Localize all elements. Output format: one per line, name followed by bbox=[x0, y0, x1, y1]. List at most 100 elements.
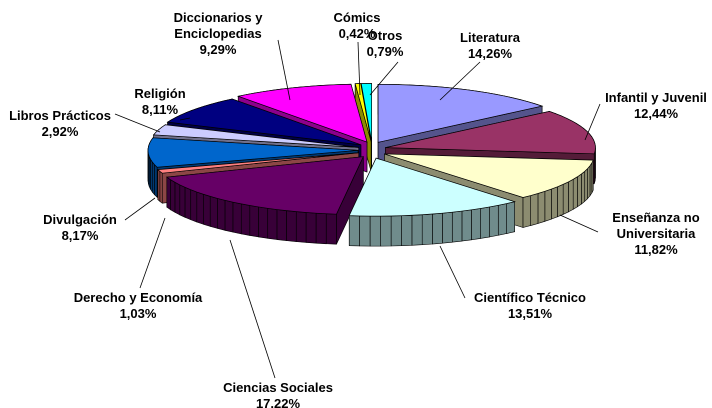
slice-label: Otros 0,79% bbox=[355, 28, 415, 60]
leader-line bbox=[559, 214, 599, 233]
value-label: 1,03% bbox=[119, 306, 157, 321]
leader-line bbox=[179, 117, 191, 121]
value-label: 8,11% bbox=[141, 102, 179, 117]
slice bbox=[348, 157, 517, 217]
slice-side bbox=[209, 195, 218, 229]
slice-side bbox=[305, 212, 317, 244]
slice-label: Diccionarios y Enciclopedias 9,29% bbox=[153, 10, 283, 58]
slice-side bbox=[461, 209, 472, 242]
slice bbox=[377, 83, 544, 143]
slice-label: Cómics 0,42% bbox=[327, 10, 387, 42]
value-label: 2,92% bbox=[41, 124, 79, 139]
category-label: Literatura bbox=[460, 30, 520, 45]
leader-line bbox=[439, 61, 481, 101]
leader-line bbox=[139, 217, 166, 289]
slice-side bbox=[587, 164, 591, 200]
value-label: 14,26% bbox=[467, 46, 513, 61]
slice-side bbox=[401, 214, 413, 247]
leader-line bbox=[369, 61, 399, 96]
slice-side bbox=[348, 215, 360, 247]
slice bbox=[354, 83, 372, 142]
category-label: Derecho y Economía bbox=[73, 290, 203, 305]
slice-side bbox=[551, 186, 558, 220]
slice-side bbox=[203, 193, 211, 227]
slice-side bbox=[522, 195, 531, 228]
slice-side bbox=[184, 186, 192, 221]
slice-side bbox=[480, 206, 490, 239]
slice-side bbox=[240, 203, 251, 236]
leader-line bbox=[114, 113, 161, 133]
slice-label: Derecho y Economía 1,03% bbox=[63, 290, 213, 322]
slice-side bbox=[568, 178, 574, 213]
slice-side bbox=[190, 189, 198, 223]
slice-side bbox=[584, 167, 588, 203]
slice-label: Ciencias Sociales 17,22% bbox=[208, 380, 348, 408]
slice-side bbox=[258, 206, 269, 239]
slice-side bbox=[325, 213, 337, 245]
slice-side bbox=[295, 211, 307, 243]
slice-label: Infantil y Juvenil 12,44% bbox=[591, 90, 712, 122]
category-label: Cómics bbox=[333, 10, 381, 25]
slice-group bbox=[348, 157, 517, 247]
slice bbox=[360, 83, 373, 142]
slice-side bbox=[593, 150, 596, 184]
value-label: 17,22% bbox=[255, 396, 301, 408]
slice-side bbox=[157, 168, 161, 203]
slice-side bbox=[196, 191, 204, 225]
value-label: 8,17% bbox=[61, 228, 99, 243]
slice-side bbox=[572, 176, 578, 210]
value-label: 13,51% bbox=[507, 306, 553, 321]
value-label: 9,29% bbox=[199, 42, 237, 57]
category-label: Diccionarios y Enciclopedias bbox=[173, 10, 263, 41]
category-label: Divulgación bbox=[43, 212, 117, 227]
slice bbox=[156, 152, 359, 174]
slice-side bbox=[232, 201, 242, 235]
slice-side bbox=[151, 161, 155, 196]
category-label: Científico Técnico bbox=[474, 290, 586, 305]
slice-side bbox=[497, 203, 507, 236]
slice bbox=[385, 111, 596, 155]
leader-line bbox=[357, 41, 361, 96]
slice-side bbox=[471, 208, 481, 241]
slice-side bbox=[544, 188, 552, 222]
slice-side bbox=[489, 204, 499, 238]
slice-side bbox=[506, 201, 515, 234]
slice-side bbox=[562, 181, 569, 215]
slice bbox=[166, 98, 362, 146]
category-label: Ciencias Sociales bbox=[223, 380, 333, 395]
category-label: Otros bbox=[367, 28, 403, 43]
slice-label: Libros Prácticos 2,92% bbox=[0, 108, 120, 140]
slice bbox=[152, 124, 359, 148]
slice-label: Enseñanza no Universitaria 11,82% bbox=[596, 210, 712, 258]
slice-side bbox=[159, 170, 163, 204]
slice-side bbox=[170, 179, 176, 213]
slice-side bbox=[421, 213, 433, 246]
slice-side bbox=[577, 173, 582, 208]
slice-side bbox=[267, 207, 278, 240]
category-label: Infantil y Juvenil bbox=[605, 90, 707, 105]
value-label: 0,42% bbox=[338, 26, 376, 41]
slice-side bbox=[581, 170, 586, 205]
slice-side bbox=[315, 212, 327, 245]
slice-side bbox=[217, 198, 226, 231]
slice-label: Divulgación 8,17% bbox=[25, 212, 135, 244]
leader-line bbox=[124, 197, 156, 221]
slice-side bbox=[451, 210, 463, 243]
slice-side bbox=[411, 214, 423, 246]
slice-side bbox=[380, 215, 392, 247]
slice-side bbox=[286, 210, 297, 242]
slice-label: Religión 8,11% bbox=[120, 86, 200, 118]
slice-side bbox=[174, 181, 181, 216]
slice-side bbox=[166, 176, 171, 211]
category-label: Enseñanza no Universitaria bbox=[612, 210, 700, 241]
slice-side bbox=[249, 205, 259, 238]
slice-side bbox=[390, 215, 402, 247]
slice bbox=[147, 137, 359, 168]
slice-side bbox=[442, 211, 453, 244]
category-label: Libros Prácticos bbox=[9, 108, 111, 123]
slice-side bbox=[369, 215, 381, 247]
slice-side bbox=[179, 184, 186, 218]
slice-side bbox=[154, 163, 158, 198]
